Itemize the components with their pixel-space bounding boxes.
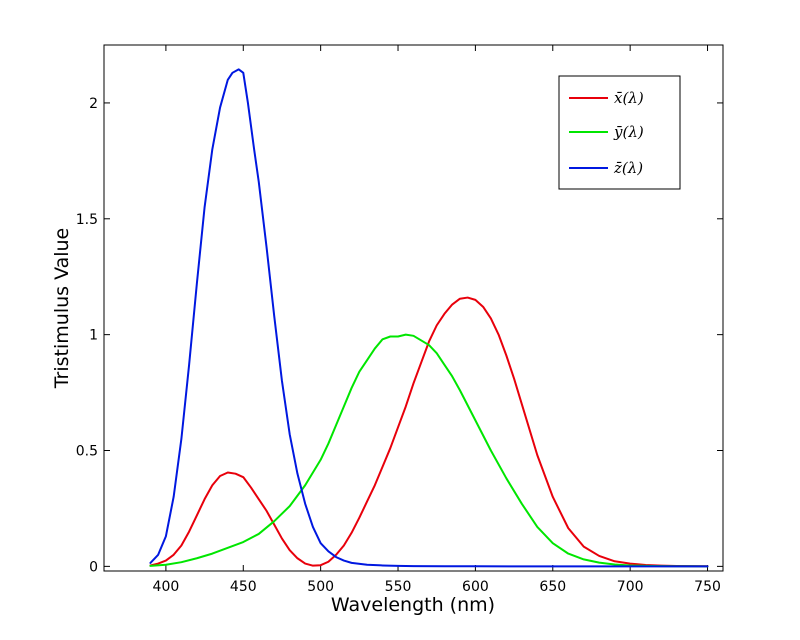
x-tick-label: 400 bbox=[153, 579, 180, 595]
y-tick-label: 0.5 bbox=[76, 444, 98, 460]
x-tick-label: 450 bbox=[230, 579, 257, 595]
x-tick-label: 550 bbox=[385, 579, 412, 595]
x-axis-ticks: 400 450 500 550 600 650 700 750 bbox=[153, 45, 721, 595]
y-tick-label: 0 bbox=[89, 559, 98, 575]
legend: x̄(λ) ȳ(λ) z̄(λ) bbox=[558, 75, 681, 190]
x-tick-label: 750 bbox=[694, 579, 721, 595]
x-axis-label: Wavelength (nm) bbox=[331, 594, 495, 616]
y-tick-label: 2 bbox=[89, 96, 98, 112]
y-tick-label: 1.5 bbox=[76, 212, 98, 228]
legend-label-x-bar: x̄(λ) bbox=[614, 89, 644, 107]
x-tick-label: 500 bbox=[307, 579, 334, 595]
series-line-z-bar bbox=[149, 68, 709, 568]
series-line-x-bar bbox=[149, 296, 709, 568]
y-axis-ticks: 0 0.5 1 1.5 2 bbox=[76, 96, 723, 575]
x-tick-label: 600 bbox=[462, 579, 489, 595]
x-tick-label: 700 bbox=[617, 579, 644, 595]
legend-label-z-bar: z̄(λ) bbox=[613, 159, 643, 177]
series-line-y-bar bbox=[149, 333, 709, 568]
y-axis-label: Tristimulus Value bbox=[51, 228, 73, 390]
series-lines bbox=[149, 68, 709, 568]
legend-label-y-bar: ȳ(λ) bbox=[613, 123, 644, 141]
y-tick-label: 1 bbox=[89, 328, 98, 344]
x-tick-label: 650 bbox=[539, 579, 566, 595]
